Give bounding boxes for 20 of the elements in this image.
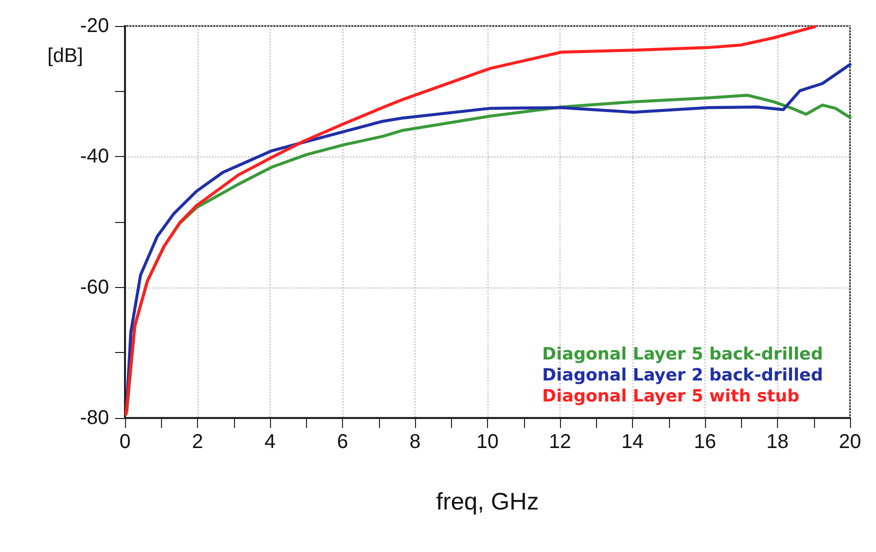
y-tick-label: -60 bbox=[80, 276, 109, 298]
y-tick-label: -80 bbox=[80, 407, 109, 429]
x-tick-label: 20 bbox=[838, 431, 862, 453]
y-axis-title: [dB] bbox=[47, 45, 83, 67]
x-tick-label: 18 bbox=[766, 431, 789, 453]
x-tick-label: 14 bbox=[621, 431, 644, 453]
y-tick-label: -20 bbox=[80, 15, 109, 37]
x-tick-label: 10 bbox=[476, 431, 499, 453]
x-tick-label: 0 bbox=[119, 431, 131, 453]
x-tick-label: 4 bbox=[264, 431, 276, 453]
text: Diagonal Layer 5 back-drilled bbox=[542, 344, 824, 364]
x-tick-label: 6 bbox=[336, 431, 348, 453]
text: Diagonal Layer 2 back-drilled bbox=[542, 366, 824, 386]
x-tick-label: 2 bbox=[192, 431, 204, 453]
x-tick-label: 8 bbox=[409, 431, 421, 453]
y-tick-label: -40 bbox=[80, 146, 109, 168]
x-axis-title: freq, GHz bbox=[436, 488, 539, 516]
x-tick-label: 16 bbox=[694, 431, 716, 453]
x-tick-label: 12 bbox=[548, 431, 572, 453]
text: Diagonal Layer 5 with stub bbox=[542, 386, 800, 406]
